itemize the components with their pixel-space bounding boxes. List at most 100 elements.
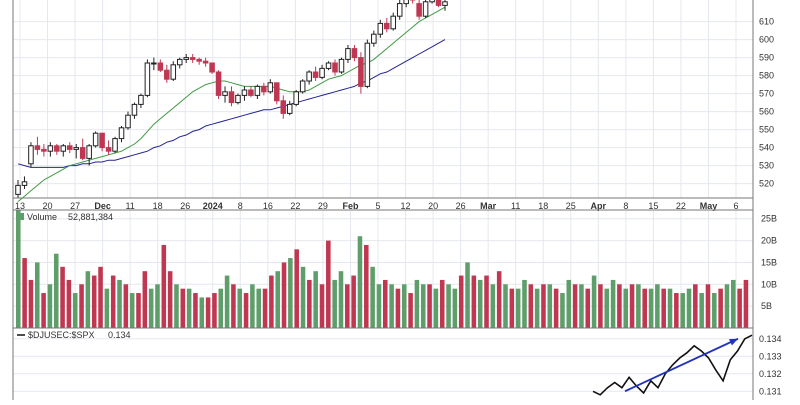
volume-bar [699, 293, 704, 328]
volume-tick-label: 10B [761, 279, 777, 289]
volume-bar [34, 262, 40, 328]
volume-bar [579, 284, 584, 328]
volume-bar [414, 279, 420, 328]
candle-body [99, 132, 105, 149]
date-tick-label: 27 [70, 201, 80, 211]
volume-bar [648, 288, 654, 328]
candle-body [403, 0, 409, 5]
candle [151, 57, 157, 71]
date-tick-label: 25 [566, 201, 576, 211]
volume-bar [60, 266, 65, 328]
date-tick-label: 8 [238, 201, 243, 211]
candle-body [293, 91, 299, 105]
candle-body [377, 22, 384, 35]
candle [54, 144, 60, 155]
candle [79, 138, 86, 161]
candle [235, 93, 241, 105]
candle [306, 70, 312, 85]
date-tick-label: 20 [43, 201, 53, 211]
candle [377, 19, 384, 38]
price-tick-label: 600 [759, 35, 774, 45]
volume-tick-label: 25B [761, 214, 777, 224]
volume-bar [123, 284, 129, 328]
volume-bar [515, 288, 521, 328]
candle-body [274, 82, 280, 102]
date-tick-label: 8 [623, 201, 628, 211]
candle-body [299, 80, 306, 93]
volume-bar [427, 284, 432, 328]
volume-bar [307, 279, 312, 328]
volume-bar [389, 284, 394, 328]
candle [390, 12, 397, 31]
candle-body [183, 57, 189, 60]
candle [422, 0, 429, 18]
volume-bar [522, 279, 527, 328]
volume-bar [471, 275, 477, 328]
candle [47, 142, 54, 157]
candle-body [286, 103, 293, 114]
candle [60, 144, 67, 157]
candle-body [47, 145, 54, 152]
candle [21, 176, 28, 189]
volume-bar [275, 271, 280, 328]
date-tick-label: 12 [401, 201, 411, 211]
volume-bar [655, 284, 660, 328]
candle [325, 61, 332, 71]
candle [351, 45, 358, 62]
volume-bar [572, 284, 578, 328]
volume-bar [224, 275, 230, 328]
volume-bar [16, 210, 21, 328]
volume-bar [174, 284, 179, 328]
candle [170, 61, 177, 81]
ratio-tick-label: 0.133 [759, 351, 782, 361]
panel-frames [12, 0, 754, 400]
volume-bar [237, 288, 243, 328]
candle [338, 57, 345, 74]
volume-bar [490, 284, 496, 328]
volume-bar [667, 288, 673, 328]
candle [28, 142, 34, 168]
volume-bar [136, 293, 141, 328]
date-tick-label: Apr [591, 201, 607, 211]
volume-bar [155, 284, 160, 328]
candle-body [164, 69, 170, 80]
volume-bar [680, 293, 685, 328]
candle [403, 0, 409, 8]
volume-bar [395, 288, 401, 328]
price-tick-label: 550 [759, 125, 774, 135]
candle-body [131, 103, 138, 116]
candle [196, 57, 202, 65]
date-tick-label: 16 [263, 201, 273, 211]
candle [332, 59, 338, 76]
volume-bar [91, 275, 97, 328]
ratio-tick-label: 0.132 [759, 369, 782, 379]
price-tick-label: 590 [759, 53, 774, 63]
candle-body [176, 58, 183, 66]
candle [409, 0, 416, 4]
candle-body [157, 62, 164, 71]
volume-bar [66, 279, 72, 328]
candle [125, 111, 131, 130]
candle [86, 144, 92, 166]
volume-bar [79, 284, 84, 328]
candle-body [442, 1, 448, 6]
volume-bar [737, 288, 742, 328]
volume-bar [623, 288, 629, 328]
date-axis-ticks: 13 20 27 Dec 11 18 26 2024 8 16 22 29 Feb 5 12 20 26 Mar 1… [15, 201, 739, 211]
volume-bar [439, 279, 445, 328]
candle [112, 136, 118, 153]
candle-body [280, 100, 287, 114]
volume-bar [433, 288, 439, 328]
volume-bar [338, 271, 344, 328]
candle-body [151, 62, 157, 65]
candle [261, 82, 267, 96]
candle [66, 142, 73, 153]
candle [138, 93, 144, 108]
candle-body [325, 62, 332, 69]
candle-body [21, 181, 28, 186]
candle-body [338, 58, 345, 73]
candle-body [429, 0, 435, 3]
candle-body [92, 132, 99, 147]
volume-bar [319, 284, 325, 328]
volume-value: 52,881,384 [68, 212, 113, 222]
